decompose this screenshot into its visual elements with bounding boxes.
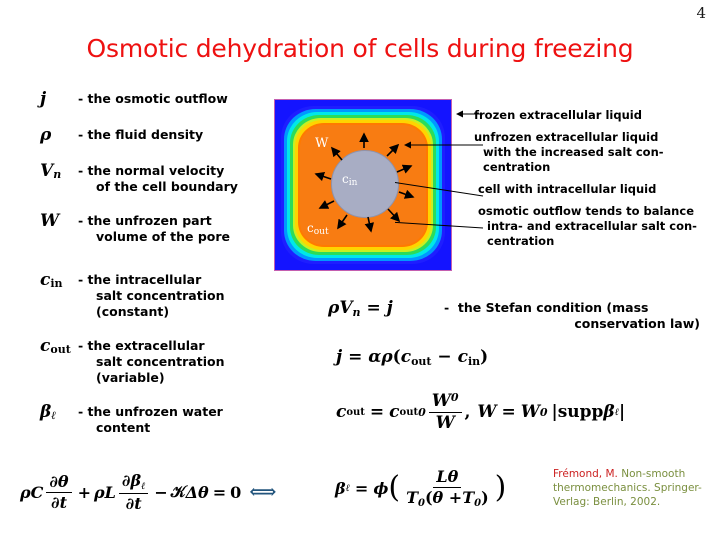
legend-desc-j: - the osmotic outflow: [78, 91, 228, 106]
fraction-dbeta-dt: ∂βℓ ∂t: [118, 472, 149, 513]
legend-item-cout: cout - the extracellular salt concentrat…: [40, 335, 280, 386]
cell-body: [331, 150, 399, 218]
slide-number: 4: [696, 4, 706, 22]
legend-desc-w: - the unfrozen part volume of the pore: [78, 213, 231, 244]
diagram-label-cin: cin: [342, 172, 358, 188]
citation-title-part1: Non-smooth: [617, 468, 686, 480]
legend-desc-vn: - the normal velocity of the cell bounda…: [78, 163, 238, 194]
annotation-cell: cell with intracellular liquid: [478, 181, 657, 196]
legend-item-vn: Vn - the normal velocity of the cell bou…: [40, 160, 280, 195]
symbol-beta: βℓ: [40, 402, 56, 422]
equation-stefan-condition: ρVn = j: [328, 298, 393, 319]
equation-stefan-label: - the Stefan condition (mass conservatio…: [444, 300, 700, 332]
legend-item-rho: ρ - the fluid density: [40, 124, 280, 145]
citation-title-part3: Verlag: Berlin, 2002.: [553, 495, 661, 508]
equation-osmotic-flux: j = αρ(cout − cin): [336, 347, 489, 368]
symbol-w: W: [40, 211, 60, 231]
symbol-cout: cout: [40, 336, 71, 356]
legend-desc-beta: - the unfrozen water content: [78, 404, 223, 435]
diagram-annotations: frozen extracellular liquid unfrozen ext…: [474, 108, 720, 256]
annotation-osmotic: osmotic outflow tends to balance intra- …: [478, 203, 697, 248]
diagram-label-w: W: [315, 136, 329, 151]
legend-desc-rho: - the fluid density: [78, 127, 204, 142]
symbol-legend: j - the osmotic outflow ρ - the fluid de…: [40, 88, 280, 438]
legend-item-cin: cin - the intracellular salt concentrati…: [40, 269, 280, 320]
equivalence-arrow-icon: ⟺: [249, 481, 277, 504]
fraction-ltheta-over-t0: Lθ T0(θ +T0): [406, 467, 489, 509]
legend-item-beta: βℓ - the unfrozen water content: [40, 401, 280, 436]
legend-desc-cin: - the intracellular salt concentration (…: [78, 272, 225, 319]
diagram-label-cout: cout: [307, 221, 329, 237]
reference-citation: Frémond, M. Non-smooth thermomechanics. …: [553, 468, 718, 510]
legend-item-w: W - the unfrozen part volume of the pore: [40, 210, 280, 245]
page-title: Osmotic dehydration of cells during free…: [86, 34, 634, 63]
symbol-j: j: [40, 89, 47, 109]
citation-title-part2: thermomechanics. Springer-: [553, 481, 702, 494]
symbol-rho: ρ: [40, 125, 52, 145]
fraction-dtheta-dt: ∂θ ∂t: [46, 473, 72, 511]
citation-author: Frémond, M.: [553, 468, 618, 480]
legend-item-j: j - the osmotic outflow: [40, 88, 280, 109]
legend-desc-cout: - the extracellular salt concentration (…: [78, 338, 225, 385]
symbol-cin: cin: [40, 270, 63, 290]
osmotic-outflow-arrows: [314, 132, 415, 233]
symbol-vn: Vn: [40, 161, 62, 181]
annotation-frozen: frozen extracellular liquid: [474, 108, 642, 122]
annotation-unfrozen: unfrozen extracellular liquid with the i…: [474, 129, 664, 174]
annotation-leader-lines: [395, 110, 484, 229]
fraction-w0-over-w: W0 W: [428, 391, 462, 432]
